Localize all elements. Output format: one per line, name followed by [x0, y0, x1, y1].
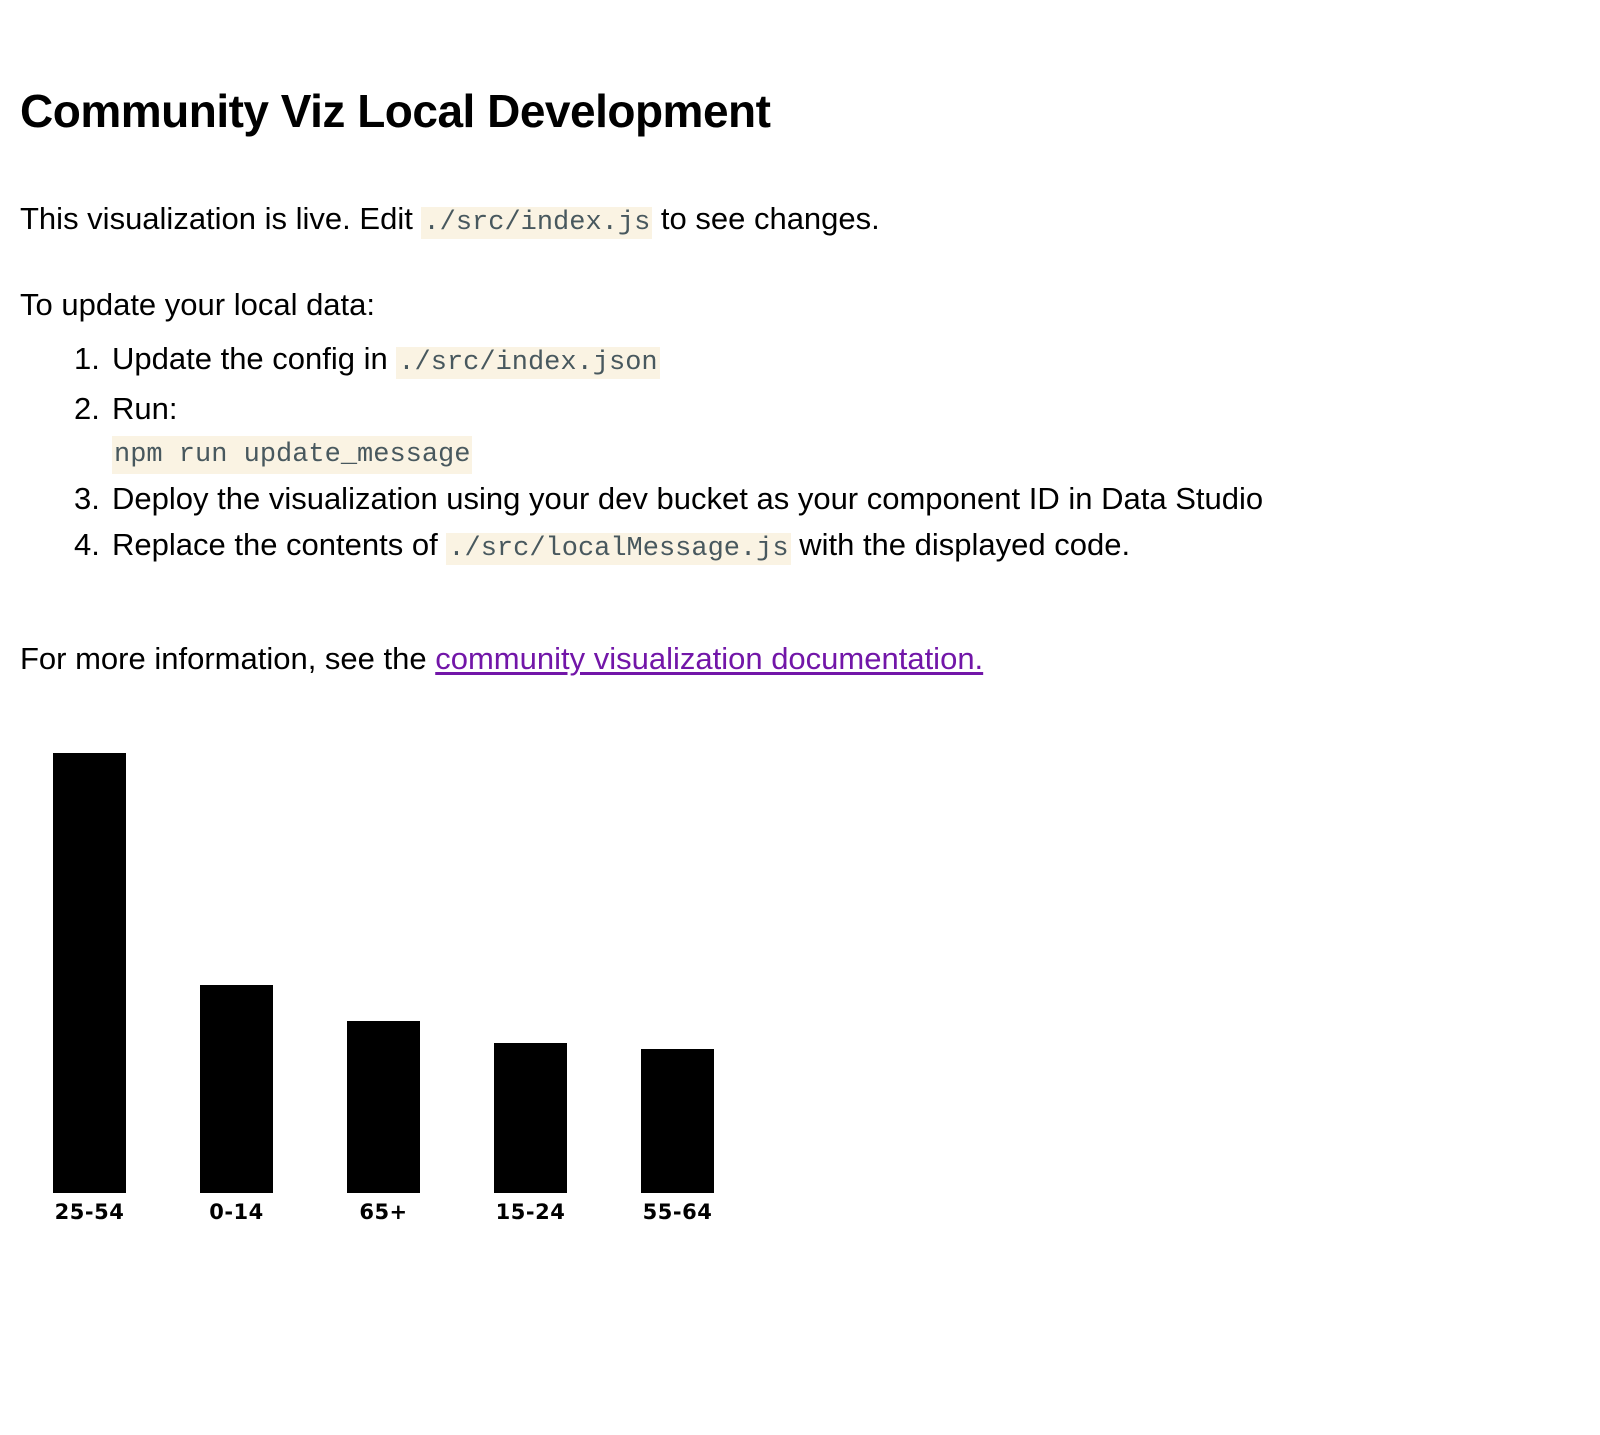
- step-4-text-after: with the displayed code.: [790, 527, 1131, 562]
- page-title: Community Viz Local Development: [20, 84, 771, 137]
- more-info-text-before: For more information, see the: [20, 641, 436, 676]
- list-item-marker: 4.: [74, 527, 100, 562]
- npm-command-block-wrapper: npm run update_message: [0, 432, 1580, 476]
- step-4-text-before: Replace the contents of: [112, 527, 447, 562]
- list-item-marker: 1.: [74, 341, 100, 376]
- list-item: 2. Run:: [0, 386, 1580, 432]
- list-item-marker: 2.: [74, 391, 100, 426]
- list-item-marker: 3.: [74, 481, 100, 516]
- step-1-text-before: Update the config in: [112, 341, 397, 376]
- bar-chart-plot-area: 25-54 0-14 65+ 15-24 55-64: [0, 700, 820, 1224]
- step-3-text: Deploy the visualization using your dev …: [112, 481, 1264, 516]
- bar-0-14[interactable]: [200, 985, 273, 1193]
- steps-list: 1. Update the config in ./src/index.json …: [0, 336, 1580, 572]
- bar-55-64[interactable]: [641, 1049, 714, 1193]
- index-json-code-span: ./src/index.json: [396, 347, 660, 379]
- x-axis-label-15-24: 15-24: [495, 1200, 566, 1224]
- x-axis-label-25-54: 25-54: [54, 1200, 125, 1224]
- x-axis-label-0-14: 0-14: [209, 1200, 264, 1224]
- step-2-text-before: Run:: [112, 391, 178, 426]
- list-item: 3. Deploy the visualization using your de…: [0, 476, 1580, 522]
- intro-text-before: This visualization is live. Edit: [20, 201, 422, 236]
- intro-text-after: to see changes.: [652, 201, 880, 236]
- bar-65+[interactable]: [347, 1021, 420, 1193]
- npm-run-update-message-code-block[interactable]: npm run update_message: [112, 436, 473, 474]
- bar-chart: 25-54 0-14 65+ 15-24 55-64: [0, 700, 820, 1260]
- bar-25-54[interactable]: [53, 753, 126, 1193]
- intro-paragraph: This visualization is live. Edit ./src/i…: [20, 199, 880, 243]
- list-item: 1. Update the config in ./src/index.json: [0, 336, 1580, 386]
- x-axis-label-55-64: 55-64: [642, 1200, 713, 1224]
- community-visualization-documentation-link[interactable]: community visualization documentation.: [435, 641, 984, 676]
- index-js-code-span: ./src/index.js: [421, 207, 653, 239]
- bar-15-24[interactable]: [494, 1043, 567, 1193]
- update-lead-paragraph: To update your local data:: [20, 287, 376, 322]
- local-message-js-code-span: ./src/localMessage.js: [446, 533, 791, 565]
- list-item: 4. Replace the contents of ./src/localMes…: [0, 522, 1580, 572]
- more-info-paragraph: For more information, see the community …: [20, 639, 983, 679]
- x-axis-label-65+: 65+: [359, 1200, 408, 1224]
